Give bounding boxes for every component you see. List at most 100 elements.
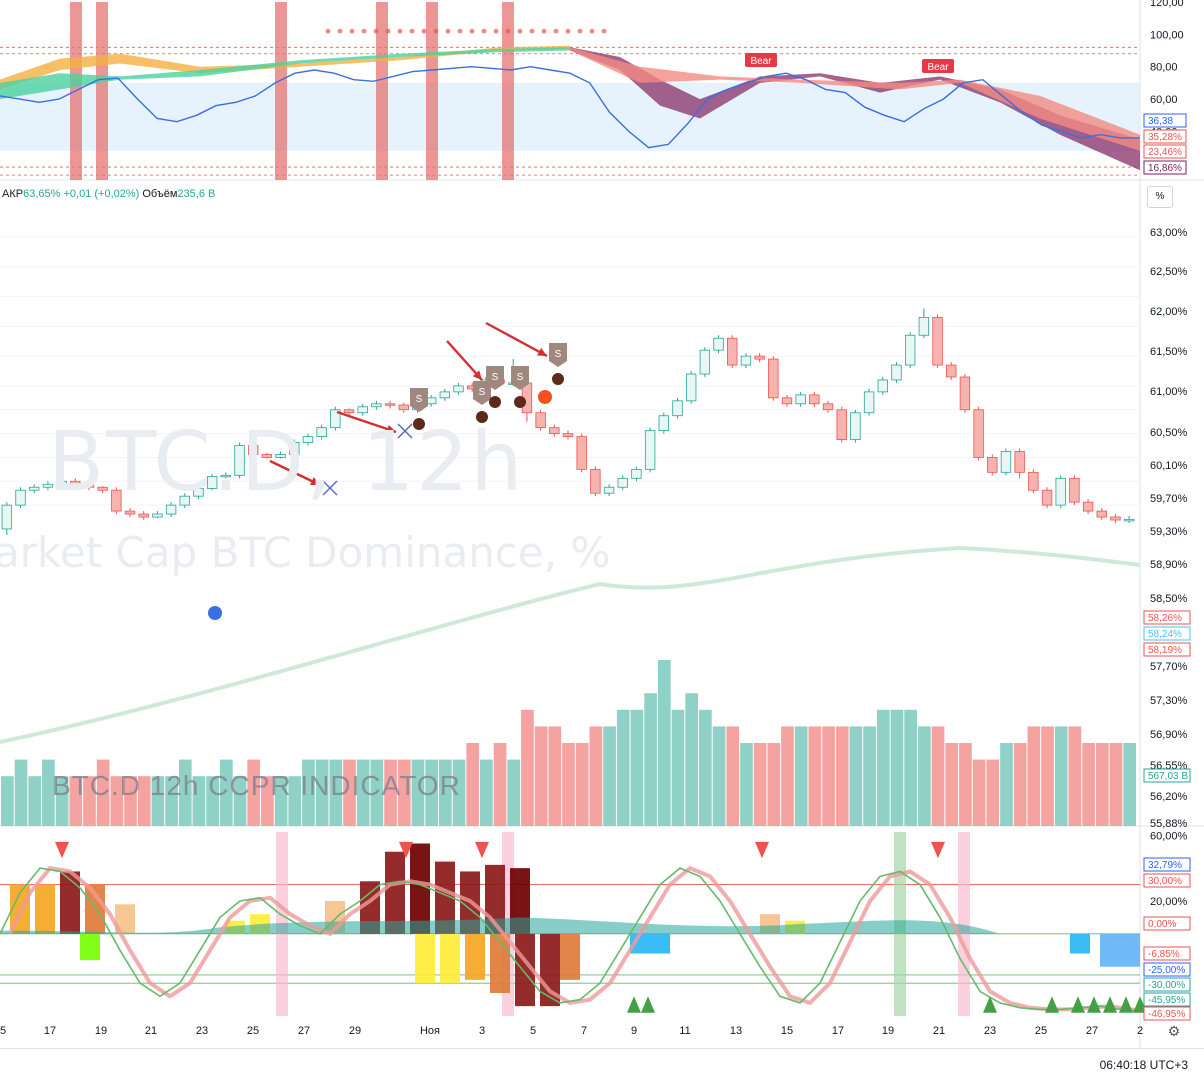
candle-body bbox=[371, 403, 382, 408]
candle-body bbox=[29, 486, 40, 491]
bear-badge bbox=[922, 59, 954, 73]
x-axis-tick: 13 bbox=[730, 1025, 742, 1037]
top-price-tag bbox=[1143, 113, 1187, 128]
ribbon-red bbox=[570, 47, 1140, 151]
indicator-price-tag-label: -46,95% bbox=[1148, 1009, 1185, 1020]
main-y-tick: 59,70% bbox=[1150, 493, 1188, 505]
volume-bar bbox=[480, 759, 493, 826]
volume-bar bbox=[972, 759, 986, 826]
candle-body bbox=[562, 433, 574, 437]
percent-scale-button[interactable]: % bbox=[1147, 186, 1173, 208]
signal-dot bbox=[373, 28, 379, 34]
volume-bar bbox=[657, 660, 671, 826]
top-price-tag-label: 23,46% bbox=[1148, 147, 1182, 158]
sell-badge bbox=[549, 343, 567, 367]
volume-bar bbox=[986, 759, 1000, 826]
signal-dot bbox=[541, 28, 547, 34]
candle-body bbox=[754, 355, 765, 360]
gear-icon[interactable]: ⚙ bbox=[1167, 1023, 1181, 1039]
down-triangle bbox=[55, 841, 69, 859]
candle-body bbox=[234, 445, 245, 476]
candle-body bbox=[261, 454, 273, 458]
volume-bar bbox=[1, 776, 14, 826]
volume-bar bbox=[96, 759, 110, 826]
volume-bar bbox=[863, 726, 876, 826]
volume-bar bbox=[726, 726, 740, 826]
main-price-tag bbox=[1143, 642, 1191, 657]
sell-marker bbox=[476, 411, 488, 423]
volume-bar bbox=[466, 743, 480, 826]
indicator-price-tag bbox=[1143, 1006, 1191, 1021]
volume-bar bbox=[493, 743, 507, 826]
indicator-price-tag-label: -25,00% bbox=[1148, 965, 1185, 976]
candle-body bbox=[111, 489, 122, 512]
candle-body bbox=[42, 483, 54, 488]
candle-body bbox=[685, 373, 697, 402]
volume-bar bbox=[329, 759, 343, 826]
legend-volume: 235,6 B bbox=[177, 188, 216, 200]
volume-bar bbox=[603, 726, 616, 826]
candle-body bbox=[138, 513, 149, 518]
signal-dot bbox=[529, 28, 535, 34]
x-axis-tick: 2 bbox=[1137, 1025, 1143, 1037]
volume-bar bbox=[835, 726, 849, 826]
up-triangle bbox=[1087, 996, 1101, 1013]
volume-bar bbox=[425, 759, 438, 826]
volume-bar bbox=[507, 759, 521, 826]
candle-body bbox=[1000, 451, 1012, 473]
sell-marker bbox=[514, 396, 526, 408]
candle-body bbox=[836, 409, 847, 440]
annotation-arrow-head bbox=[310, 477, 320, 486]
legend-value: 63,65% bbox=[23, 188, 61, 200]
ma-ribbon bbox=[0, 545, 1141, 744]
volume-bar bbox=[616, 709, 630, 826]
x-axis-tick: 19 bbox=[95, 1025, 107, 1037]
main-y-tick: 56,90% bbox=[1150, 729, 1188, 741]
volume-bar bbox=[822, 726, 835, 826]
volume-bar bbox=[110, 776, 124, 826]
volume-bar bbox=[397, 759, 411, 826]
bear-label: Bear bbox=[750, 56, 772, 67]
volume-bar bbox=[1054, 726, 1068, 826]
indicator-price-tag-label: 32,79% bbox=[1148, 860, 1182, 871]
main-price-tag-label: 58,24% bbox=[1148, 629, 1182, 640]
candle-body bbox=[1028, 471, 1039, 491]
candle-body bbox=[795, 394, 806, 405]
volume-bar bbox=[1041, 726, 1054, 826]
main-y-tick: 57,70% bbox=[1150, 661, 1188, 673]
indicator-price-tag-label: 0,00% bbox=[1148, 919, 1176, 930]
top-price-tag-label: 35,28% bbox=[1148, 132, 1182, 143]
candle-body bbox=[809, 394, 820, 405]
volume-bar bbox=[548, 726, 562, 826]
x-axis-tick: 5 bbox=[0, 1025, 6, 1037]
volume-bar bbox=[1068, 726, 1082, 826]
volume-bar bbox=[1000, 743, 1013, 826]
volume-bar bbox=[630, 709, 644, 826]
candle-body bbox=[83, 483, 95, 488]
signal-dot-blue bbox=[208, 606, 222, 620]
volume-bar bbox=[28, 776, 42, 826]
top-y-tick: 60,00 bbox=[1150, 94, 1178, 106]
cross-marker bbox=[322, 480, 338, 496]
signal-dot bbox=[553, 28, 559, 34]
indicator-price-tag-label: -45,95% bbox=[1148, 995, 1185, 1006]
candle-body bbox=[206, 476, 218, 489]
ribbon-orange bbox=[0, 45, 570, 90]
clock-readout[interactable]: 06:40:18 UTC+3 bbox=[1099, 1058, 1188, 1072]
main-y-tick: 62,00% bbox=[1150, 306, 1188, 318]
main-price-tag bbox=[1143, 626, 1191, 641]
candle-body bbox=[1041, 489, 1053, 506]
histogram-bar bbox=[410, 843, 430, 934]
volume-bar bbox=[261, 776, 274, 826]
indicator-price-tag bbox=[1143, 873, 1191, 888]
candle-body bbox=[672, 400, 683, 417]
volume-bar bbox=[247, 759, 261, 826]
candle-body bbox=[384, 403, 396, 406]
down-triangle bbox=[755, 841, 769, 859]
bottom-toolbar bbox=[0, 1048, 1204, 1081]
candle-body bbox=[439, 391, 451, 399]
histogram-bar bbox=[35, 884, 55, 934]
x-axis-tick: 9 bbox=[631, 1025, 637, 1037]
candle-body bbox=[124, 510, 136, 515]
